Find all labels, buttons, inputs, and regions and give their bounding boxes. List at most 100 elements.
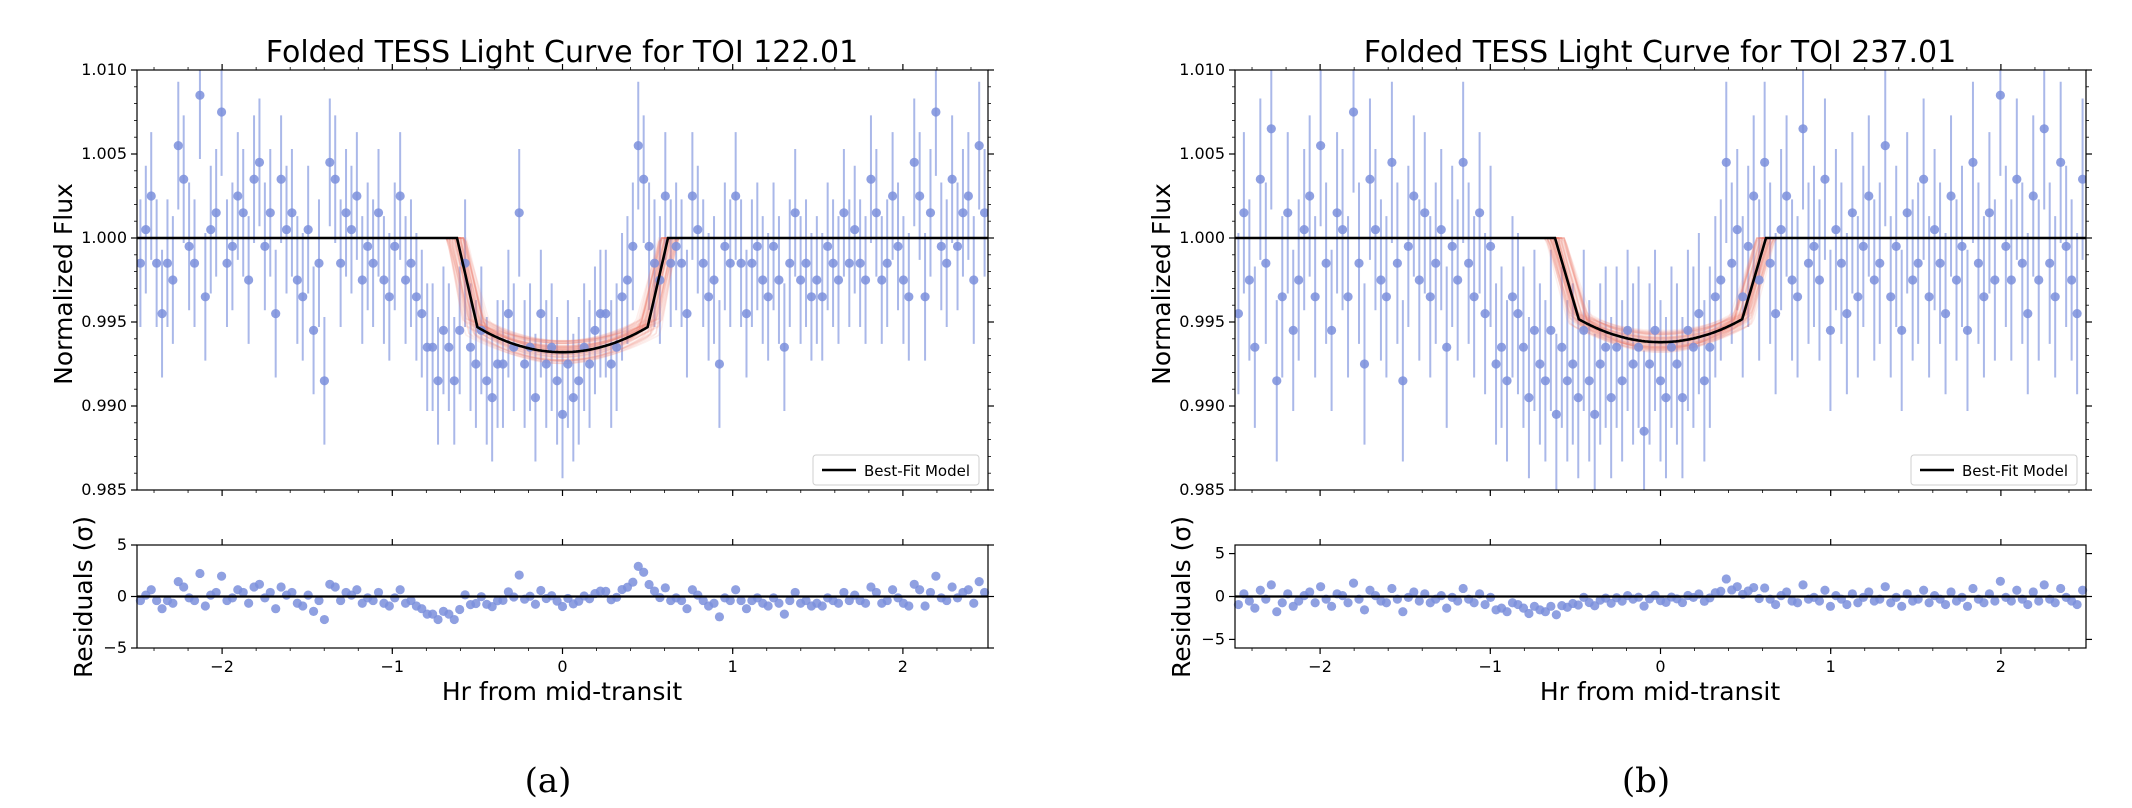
data-point [1453, 275, 1463, 285]
data-point [1683, 325, 1693, 335]
residual-point [1551, 610, 1561, 620]
data-point [801, 258, 811, 268]
data-point [260, 241, 270, 251]
y-tick-label: 0.995 [1179, 312, 1225, 331]
data-point [1354, 258, 1364, 268]
data-point [574, 376, 584, 386]
residual-y-axis-label: Residuals (σ) [1167, 516, 1196, 678]
data-point [1442, 342, 1452, 352]
data-point [763, 292, 773, 302]
data-point [390, 241, 400, 251]
data-point [725, 258, 735, 268]
data-point [1820, 174, 1830, 184]
data-point [1776, 225, 1786, 235]
data-point [514, 208, 524, 218]
residual-point [601, 586, 611, 596]
data-point [373, 208, 384, 218]
data-point [498, 359, 508, 369]
panel-b: Folded TESS Light Curve for TOI 237.01 N… [1147, 35, 2092, 801]
residual-y-tick-label: 0 [117, 587, 127, 606]
residual-point [2077, 585, 2088, 595]
data-point [1601, 342, 1611, 352]
y-tick-label: 0.990 [1179, 396, 1225, 415]
residual-point [1255, 585, 1265, 595]
data-point [796, 275, 806, 285]
data-point [1485, 241, 1496, 251]
data-point [828, 258, 838, 268]
data-point [1705, 342, 1715, 352]
data-point [1661, 393, 1671, 403]
residual-point [368, 595, 378, 606]
data-point [1496, 342, 1507, 352]
data-point [244, 275, 254, 285]
data-point [1266, 124, 1276, 134]
data-point [1606, 393, 1616, 403]
y-tick-label: 0.990 [81, 396, 127, 415]
residual-point [2039, 580, 2049, 590]
data-point [644, 241, 654, 251]
y-tick-label: 1.005 [1179, 144, 1225, 163]
data-point [1869, 275, 1879, 285]
data-point [2072, 309, 2082, 319]
residual-point [736, 595, 746, 606]
data-point [168, 275, 178, 285]
data-point [958, 208, 968, 218]
best-fit-model-line [1235, 236, 2086, 344]
y-axis-label: Normalized Flux [1147, 183, 1176, 385]
residual-point [714, 612, 725, 622]
legend-box [1910, 454, 2078, 486]
residual-point [860, 598, 871, 608]
data-point [915, 191, 925, 201]
x-tick-label: 0 [557, 657, 567, 676]
legend-label: Best-Fit Model [864, 462, 970, 480]
residual-point [254, 579, 265, 589]
residual-point [1919, 585, 1929, 595]
data-point [330, 174, 340, 184]
data-point [503, 309, 513, 319]
residual-point [1754, 593, 1764, 604]
data-point [931, 107, 941, 117]
light-curve-plot: 0.985 0.990 0.995 1.000 1.005 1.010 [81, 60, 994, 499]
residual-point [1442, 603, 1452, 613]
data-point [417, 309, 427, 319]
data-point [1957, 241, 1967, 251]
residual-point [1749, 582, 1759, 593]
data-point [1392, 258, 1402, 268]
residual-point [152, 595, 162, 606]
residual-point [449, 614, 459, 625]
residual-point [1995, 576, 2005, 586]
data-point [1551, 409, 1561, 419]
data-point [1376, 275, 1386, 285]
residual-point [1414, 596, 1424, 606]
y-tick-label: 1.005 [81, 144, 127, 163]
data-point [2034, 275, 2044, 285]
residual-point [200, 601, 210, 611]
data-point [547, 342, 557, 352]
residual-point [1343, 598, 1353, 608]
data-point [233, 191, 243, 201]
residual-point [1409, 587, 1419, 597]
data-point [1875, 258, 1885, 268]
residual-y-tick-label: 0 [1215, 587, 1225, 606]
data-point [584, 359, 595, 369]
residual-point [1348, 578, 1359, 588]
data-point [1644, 359, 1655, 369]
data-point [1803, 258, 1814, 268]
residual-point [1233, 599, 1244, 610]
residual-point [1781, 587, 1792, 597]
residual-point [2012, 585, 2022, 595]
y-tick-label: 0.985 [81, 480, 127, 499]
data-point [400, 275, 411, 285]
data-point [281, 225, 292, 235]
data-point [1359, 359, 1370, 369]
data-point [1283, 208, 1293, 218]
residual-point [741, 604, 752, 614]
data-point [2023, 309, 2033, 319]
data-point [1940, 309, 1951, 319]
residual-point [330, 582, 340, 592]
data-point [2017, 258, 2027, 268]
data-point [2012, 174, 2022, 184]
residual-point [216, 571, 227, 581]
residual-y-tick-label: −5 [103, 638, 127, 657]
data-point [1886, 292, 1896, 302]
